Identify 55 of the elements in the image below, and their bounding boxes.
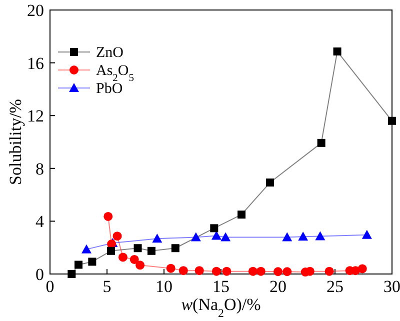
y-tick-label: 16 (27, 54, 44, 73)
x-tick-label: 25 (326, 277, 344, 296)
point (68, 270, 76, 278)
point (166, 264, 176, 273)
point (74, 260, 82, 269)
point (136, 260, 145, 270)
legend-label: PbO (96, 81, 123, 97)
point (238, 210, 246, 219)
point (362, 230, 372, 239)
point (134, 244, 142, 252)
x-axis-title: w(Na$_{2}$O)/% (181, 295, 261, 320)
point (210, 224, 218, 232)
point (118, 252, 128, 262)
point (104, 212, 113, 221)
point (248, 266, 258, 276)
x-tick-label: 30 (384, 277, 400, 296)
point (171, 244, 180, 252)
point (388, 116, 396, 125)
point (222, 266, 232, 276)
point (317, 138, 326, 147)
point (315, 231, 326, 240)
y-tick-label: 20 (27, 1, 44, 20)
point (194, 266, 204, 276)
point (282, 267, 292, 276)
point (212, 266, 221, 276)
x-tick-label: 10 (156, 277, 172, 296)
point (81, 244, 92, 254)
x-tick-label: 15 (212, 277, 230, 296)
point (266, 178, 274, 187)
point (190, 232, 201, 242)
x-tick-label: 20 (270, 277, 286, 296)
y-tick-label: 0 (36, 265, 44, 284)
point (112, 232, 122, 241)
point (333, 47, 342, 56)
point (178, 266, 188, 276)
point (274, 267, 282, 276)
point (211, 230, 222, 240)
y-tick-label: 12 (27, 106, 44, 126)
point (256, 266, 266, 276)
legend-label: As$_{2}$O$_{5}$ (96, 63, 134, 84)
x-tick-label: 5 (102, 277, 112, 296)
point (130, 254, 139, 264)
legend-label: ZnO (96, 45, 124, 61)
point (88, 258, 96, 266)
point (358, 264, 367, 274)
y-tick-label: 8 (36, 159, 44, 178)
point (298, 232, 308, 241)
point (282, 232, 292, 242)
y-axis-title: Solubility/% (6, 99, 25, 185)
point (324, 266, 334, 276)
y-tick-label: 4 (36, 212, 44, 232)
point (106, 246, 115, 255)
point (152, 234, 162, 243)
point (147, 246, 156, 255)
point (220, 232, 231, 242)
